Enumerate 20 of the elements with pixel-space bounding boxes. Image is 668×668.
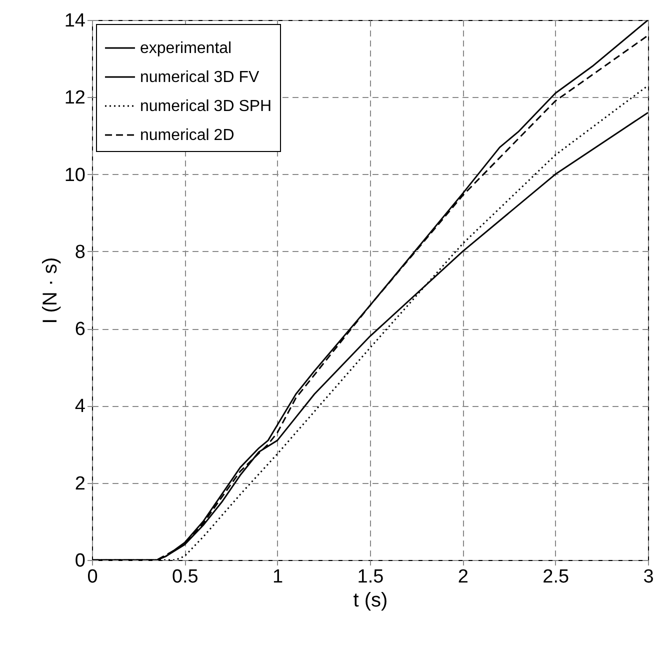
y-tick-label: 10 bbox=[64, 164, 86, 186]
x-tick-label: 3 bbox=[643, 566, 654, 588]
legend-label: numerical 3D SPH bbox=[140, 98, 272, 115]
y-tick-label: 4 bbox=[74, 396, 86, 418]
y-tick-label: 2 bbox=[74, 473, 86, 494]
y-tick-label: 14 bbox=[64, 10, 86, 32]
y-axis-title: I (N · s) bbox=[39, 257, 62, 324]
x-tick-label: 1.5 bbox=[357, 566, 384, 588]
legend-label: numerical 2D bbox=[140, 127, 234, 144]
x-tick-label: 1 bbox=[272, 566, 284, 588]
x-tick-label: 0.5 bbox=[172, 566, 198, 588]
y-tick-label: 0 bbox=[74, 550, 86, 572]
x-tick-label: 2 bbox=[458, 566, 468, 588]
x-axis-title: t (s) bbox=[353, 590, 388, 612]
legend-label: experimental bbox=[140, 40, 232, 57]
legend-label: numerical 3D FV bbox=[140, 69, 260, 86]
y-tick-label: 8 bbox=[74, 242, 86, 263]
y-tick-label: 12 bbox=[64, 88, 86, 109]
x-tick-label: 2.5 bbox=[542, 566, 570, 588]
y-tick-label: 6 bbox=[74, 319, 86, 340]
